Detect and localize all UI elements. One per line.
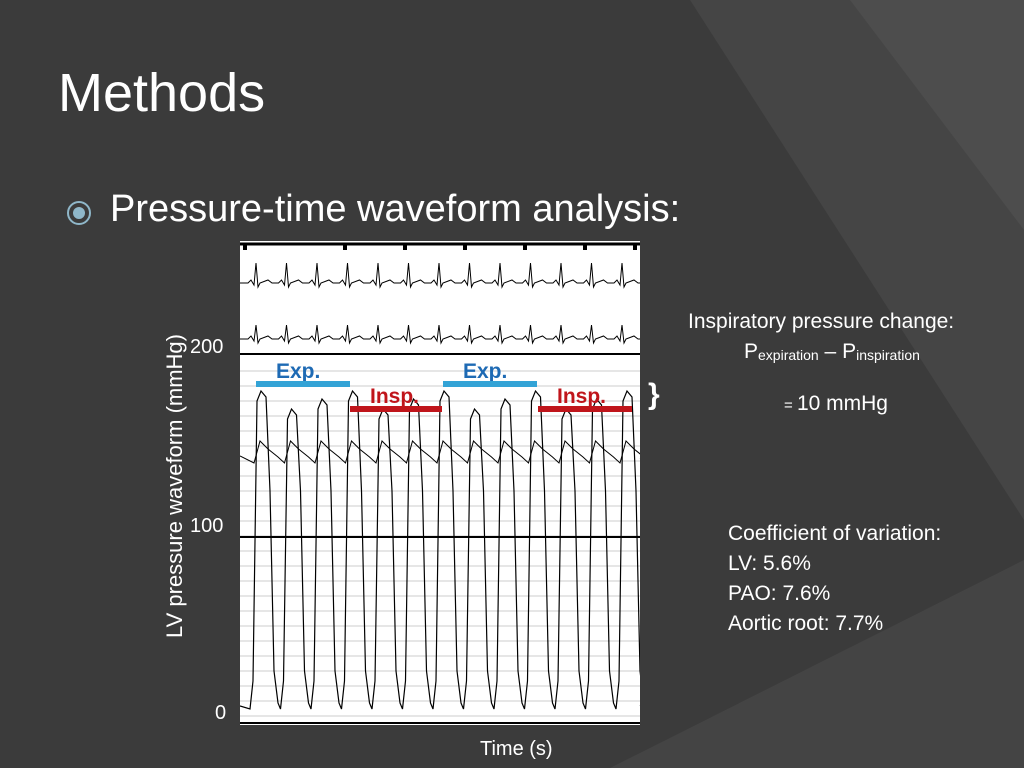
cov-pao: PAO: 7.6% [728, 582, 831, 605]
bullet-text: Pressure-time waveform analysis: [110, 188, 681, 230]
p-symbol-exp: P [744, 340, 759, 363]
phase-label-exp-1: Exp. [276, 360, 321, 383]
slide-title: Methods [58, 63, 266, 123]
phase-label-insp-2: Insp. [557, 385, 607, 408]
phase-label-insp-1: Insp. [370, 385, 420, 408]
p-exp-subscript: expiration [758, 347, 819, 363]
p-symbol-insp: P [842, 340, 857, 363]
y-tick-0: 0 [215, 702, 227, 724]
result-value: 10 mmHg [796, 392, 888, 415]
insp-bar-1 [350, 406, 442, 412]
annotation-heading: Inspiratory pressure change: [688, 310, 955, 333]
cov-heading: Coefficient of variation: [728, 522, 942, 545]
insp-bar-2 [538, 406, 632, 412]
y-tick-100: 100 [190, 515, 224, 537]
x-axis-label: Time (s) [480, 738, 553, 760]
exp-bar-2 [443, 381, 537, 387]
result-equals: = [784, 397, 797, 414]
coefficient-of-variation: Coefficient of variation: LV: 5.6% PAO: … [728, 519, 941, 639]
pressure-difference-formula: Pexpiration – Pinspiration [744, 340, 920, 364]
cov-lv: LV: 5.6% [728, 552, 811, 575]
pressure-change-result: = 10 mmHg [784, 392, 888, 416]
pressure-waveform-plot [239, 241, 645, 725]
brace-icon: } [648, 378, 660, 411]
exp-bar-1 [256, 381, 350, 387]
cov-aortic-root: Aortic root: 7.7% [728, 612, 884, 635]
minus-sign: – [818, 340, 843, 363]
phase-label-exp-2: Exp. [463, 360, 508, 383]
y-tick-200: 200 [190, 336, 224, 358]
p-insp-subscript: inspiration [856, 347, 920, 363]
bullet-circle-icon [67, 201, 91, 225]
